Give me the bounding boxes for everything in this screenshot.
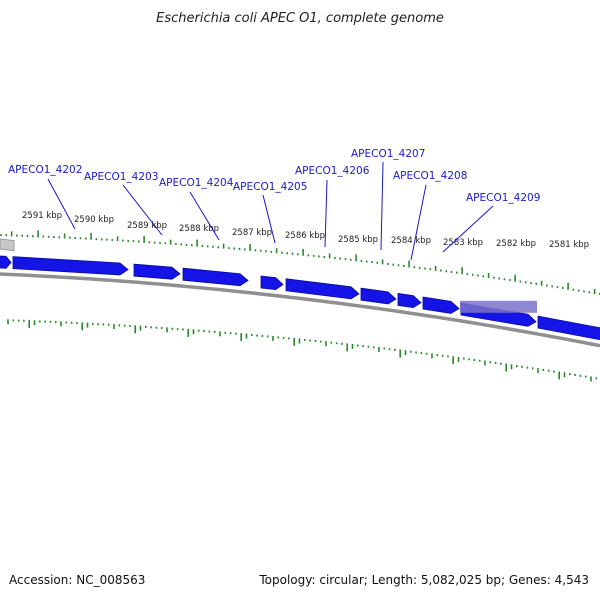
gene-leader-line [442, 205, 494, 253]
gene-leader-line [47, 178, 76, 230]
gene-label[interactable]: APECO1_4207 [351, 148, 425, 160]
outer-tick-track [0, 230, 600, 295]
gene-arrow[interactable] [182, 267, 249, 287]
kbp-label: 2589 kbp [127, 221, 167, 231]
kbp-label: 2583 kbp [443, 238, 483, 248]
kbp-label: 2587 kbp [232, 228, 272, 238]
kbp-label: 2588 kbp [179, 224, 219, 234]
gene-leader-line [122, 184, 163, 236]
gene-leader-line [410, 184, 427, 261]
gene-arrow[interactable] [537, 315, 600, 341]
kbp-label: 2591 kbp [22, 211, 62, 221]
gene-label[interactable]: APECO1_4203 [84, 171, 158, 183]
gene-track [0, 255, 600, 341]
kbp-label: 2584 kbp [391, 236, 431, 246]
genome-backbone [0, 238, 600, 348]
highlighted-feature[interactable] [460, 300, 537, 313]
kbp-label: 2590 kbp [74, 215, 114, 225]
kbp-label: 2586 kbp [285, 231, 325, 241]
gene-arrow[interactable] [12, 256, 129, 276]
gene-label[interactable]: APECO1_4209 [466, 192, 540, 204]
gene-leader-line [380, 161, 384, 251]
kbp-label: 2585 kbp [338, 235, 378, 245]
gene-label[interactable]: APECO1_4204 [159, 177, 234, 189]
kbp-label: 2581 kbp [549, 240, 589, 250]
backbone-line [0, 272, 600, 348]
gene-label[interactable]: APECO1_4206 [295, 165, 370, 177]
scale-labels: 2591 kbp 2590 kbp 2589 kbp 2588 kbp 2587 kbp… [22, 211, 589, 250]
gene-arrow[interactable] [397, 292, 422, 309]
gene-label[interactable]: APECO1_4208 [393, 170, 467, 182]
accession-text: Accession: NC_008563 [9, 573, 146, 587]
gene-leader-line [189, 191, 220, 241]
gene-arrow[interactable] [422, 296, 460, 314]
gene-label[interactable]: APECO1_4202 [8, 164, 82, 176]
gene-arrow[interactable] [285, 278, 360, 300]
genome-summary-text: Topology: circular; Length: 5,082,025 bp… [259, 573, 589, 587]
gene-arrow[interactable] [260, 275, 284, 291]
gene-arrow[interactable] [0, 255, 12, 269]
inner-tick-track [7, 319, 598, 382]
feature-partial [0, 238, 15, 252]
kbp-label: 2582 kbp [496, 239, 536, 249]
gene-label[interactable]: APECO1_4205 [233, 181, 307, 193]
gene-arrow[interactable] [360, 287, 397, 305]
genome-title: Escherichia coli APEC O1, complete genom… [156, 11, 444, 26]
gene-leader-line [262, 194, 276, 244]
gene-arrow[interactable] [133, 263, 181, 280]
gene-leader-line [324, 179, 328, 248]
